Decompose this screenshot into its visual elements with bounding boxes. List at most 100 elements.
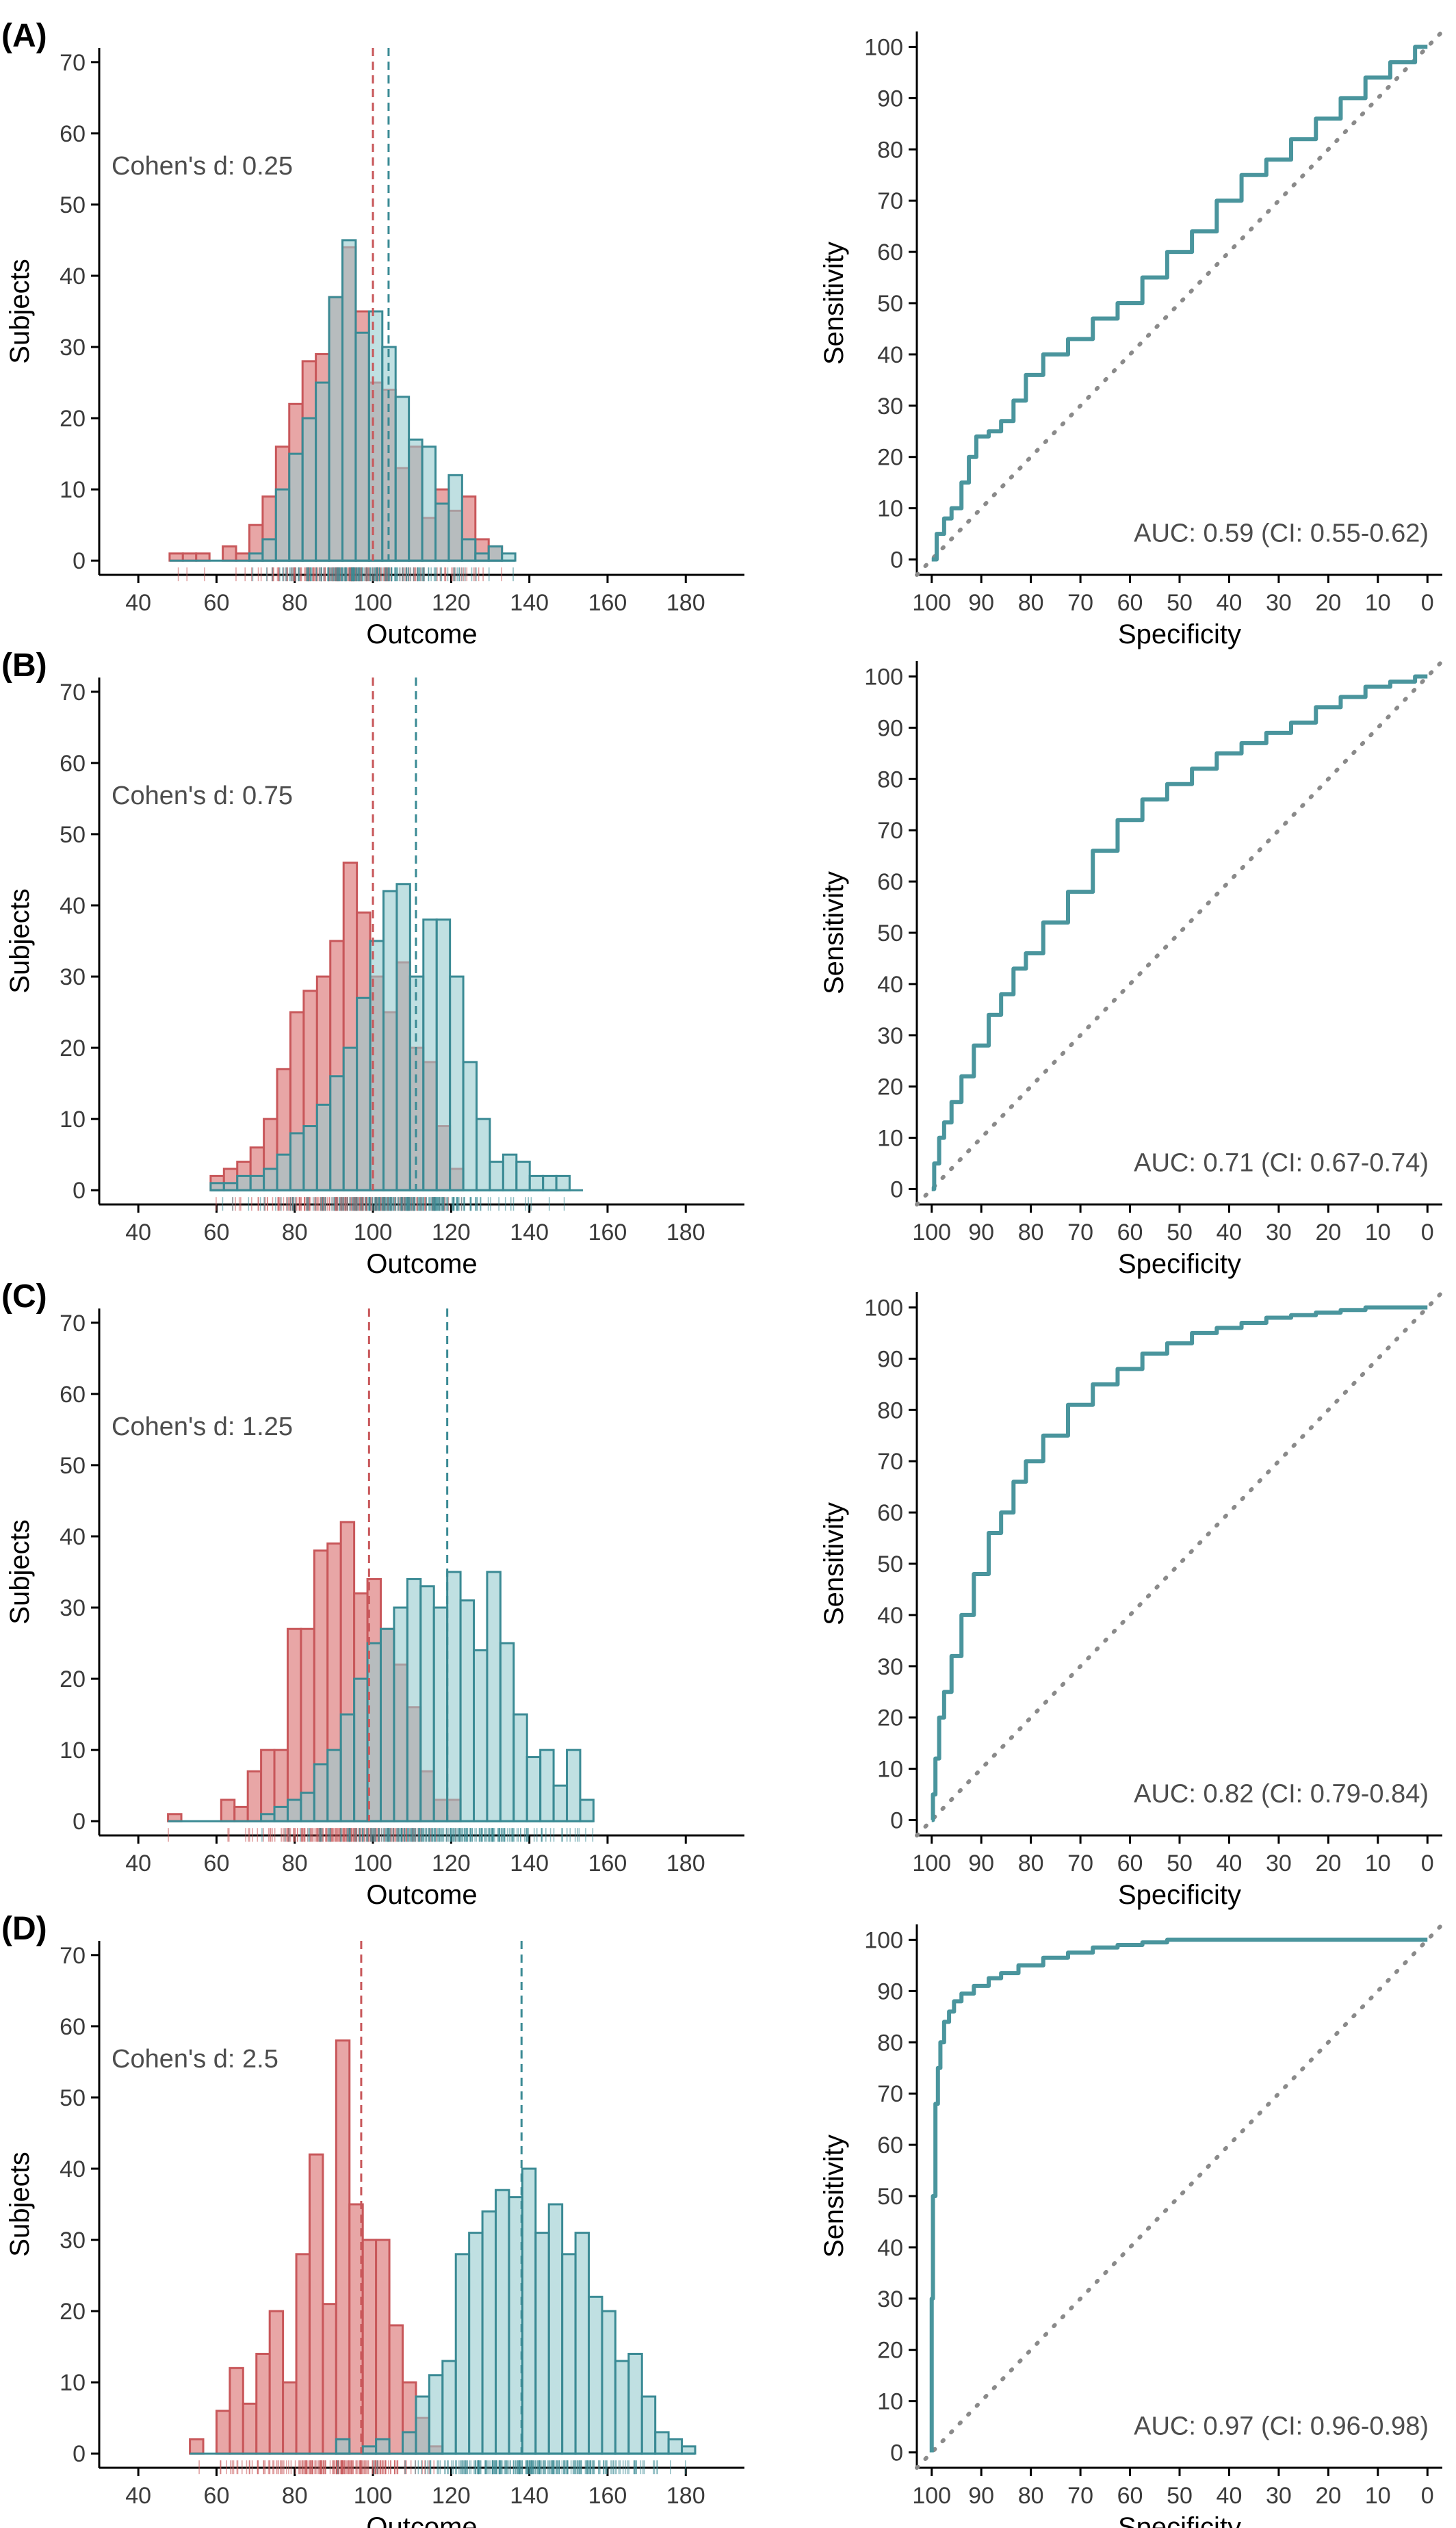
y-tick-label: 100 [864,664,903,690]
bar-group2 [356,996,372,1191]
bar-group2 [552,1784,569,1822]
bar-group1 [268,2310,285,2455]
x-tick-label: 50 [1167,590,1193,616]
x-tick-label: 50 [1167,2483,1193,2509]
y-tick-label: 100 [864,34,903,60]
bar-group2 [276,1153,291,1191]
x-tick-label: 30 [1266,1220,1292,1246]
bar-group2 [447,474,463,562]
bar-group2 [474,552,490,562]
bar-group2 [487,545,504,562]
x-axis-title: Specificity [1118,1249,1241,1279]
x-tick-label: 160 [588,1850,627,1876]
bar-group2 [667,2438,684,2455]
y-tick-label: 70 [60,680,86,706]
bar-group1 [181,552,198,562]
bar-group2 [528,1174,545,1191]
bar-group2 [489,1161,504,1191]
roc-curve [931,1305,1428,1822]
y-tick-label: 40 [877,1603,903,1629]
x-tick-label: 100 [912,2483,951,2509]
bar-group2 [335,2438,351,2455]
bar-group2 [313,1763,329,1822]
y-tick-label: 60 [877,869,903,895]
y-tick-label: 60 [60,1382,86,1408]
x-tick-label: 80 [282,2483,308,2509]
bar-group2 [415,2395,430,2455]
bar-group2 [468,2232,484,2455]
y-tick-label: 0 [73,1809,86,1835]
x-tick-label: 80 [1018,2483,1044,2509]
x-axis-title: Outcome [366,2512,477,2528]
bar-group2 [341,239,357,562]
x-tick-label: 90 [968,590,994,616]
bar-group2 [421,446,437,562]
y-tick-label: 20 [877,1074,903,1100]
bar-group2 [534,2232,550,2455]
y-tick-label: 50 [877,2184,903,2210]
y-tick-label: 60 [60,751,86,777]
y-tick-label: 0 [73,2441,86,2467]
y-axis-title: Sensitivity [819,242,849,365]
x-tick-label: 40 [125,2483,151,2509]
y-tick-label: 50 [877,1551,903,1577]
y-tick-label: 40 [877,2235,903,2261]
histogram-panel-4: (D) 0 10 20 30 40 50 60 70 40 60 80 100 120 140 160 180 O… [1,1911,744,2528]
bars [189,2039,697,2455]
x-tick-label: 80 [1018,1850,1044,1876]
histogram-panel-3: (C) 0 10 20 30 40 50 60 70 40 60 80 100 120 140 160 180 O… [1,1278,744,1910]
y-tick-label: 20 [60,406,86,432]
chance-diagonal-line [915,659,1444,1207]
x-tick-label: 100 [354,1220,393,1246]
auc-annotation: AUC: 0.59 (CI: 0.55-0.62) [1134,519,1429,547]
y-tick-label: 60 [60,2014,86,2040]
bar-group2 [566,1749,582,1822]
x-tick-label: 60 [1117,590,1143,616]
y-tick-label: 50 [60,822,86,848]
x-tick-label: 0 [1421,2483,1434,2509]
x-tick-label: 80 [1018,590,1044,616]
bar-group2 [473,1649,489,1822]
y-tick-label: 70 [60,50,86,76]
auc-annotation: AUC: 0.71 (CI: 0.67-0.74) [1134,1148,1429,1177]
bar-group2 [539,1749,555,1822]
bar-group1 [220,1798,236,1822]
x-tick-label: 70 [1067,2483,1093,2509]
bar-group2 [501,552,517,562]
bar-group2 [446,1571,462,1822]
y-tick-label: 30 [60,1595,86,1621]
x-axis-title: Specificity [1118,619,1241,649]
x-tick-label: 60 [1117,1850,1143,1876]
x-tick-label: 60 [204,2483,230,2509]
bar-group1 [255,2353,271,2455]
bar-group2 [406,1577,422,1822]
bar-group2 [462,1061,478,1191]
x-tick-label: 40 [125,1850,151,1876]
bar-group2 [499,1642,515,1822]
bar-group2 [579,1798,595,1822]
panel-letter: (B) [1,647,47,684]
bar-group2 [249,1174,265,1191]
y-tick-label: 20 [60,1035,86,1061]
y-tick-label: 10 [60,1738,86,1764]
effect-size-annotation: Cohen's d: 2.5 [112,2045,278,2074]
bar-group2 [408,438,424,562]
bar-group2 [574,2232,590,2455]
bar-group2 [459,1599,476,1822]
panel-letter: (A) [1,18,47,54]
y-tick-label: 30 [877,2286,903,2312]
bar-group1 [195,552,211,562]
y-tick-label: 80 [877,2030,903,2056]
histogram-panel-1: (A) 0 10 20 30 40 50 60 70 40 60 80 100 120 140 160 180 O… [1,18,744,649]
y-tick-label: 40 [877,972,903,998]
x-tick-label: 80 [282,590,308,616]
bar-group1 [322,2303,337,2455]
bar-group2 [329,1075,345,1191]
x-tick-label: 20 [1315,2483,1341,2509]
bar-group2 [441,2360,457,2455]
bar-group1 [229,2366,244,2455]
bar-group2 [236,1174,252,1191]
x-tick-label: 20 [1315,1850,1341,1876]
auc-annotation: AUC: 0.82 (CI: 0.79-0.84) [1134,1779,1429,1808]
